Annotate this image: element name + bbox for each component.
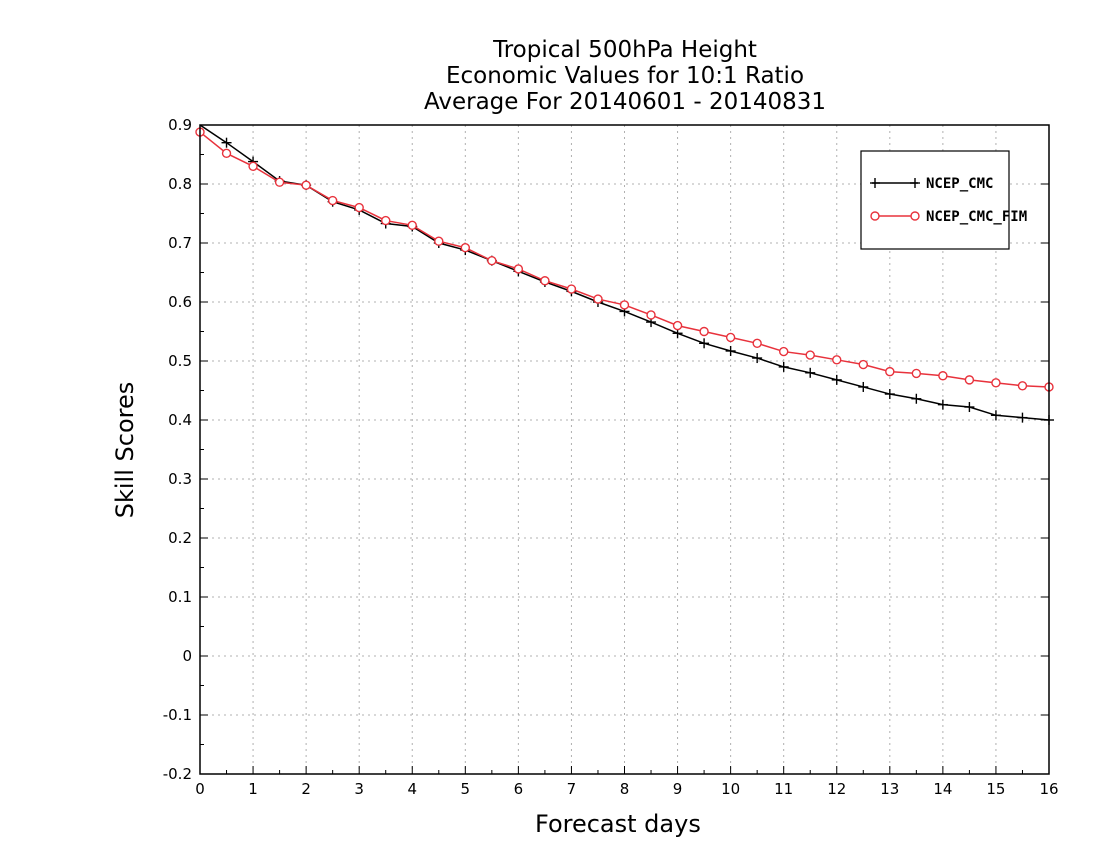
y-tick-label: -0.2 — [163, 765, 192, 783]
x-tick-label: 6 — [514, 780, 524, 798]
y-tick-label: 0.2 — [168, 529, 192, 547]
x-tick-label: 5 — [461, 780, 471, 798]
data-point — [725, 332, 736, 343]
y-tick-label: 0.8 — [168, 175, 192, 193]
data-point — [964, 402, 975, 413]
data-point — [858, 381, 869, 392]
grid-lines — [200, 125, 1049, 774]
data-point — [248, 161, 258, 172]
legend-label: NCEP_CMC_FIM — [926, 209, 1027, 225]
x-tick-label: 15 — [986, 780, 1005, 798]
data-point — [937, 399, 948, 410]
data-point — [274, 177, 285, 187]
data-point — [752, 338, 762, 348]
data-point — [911, 368, 922, 379]
data-point — [885, 366, 895, 377]
x-tick-label: 11 — [774, 780, 793, 798]
legend: NCEP_CMC NCEP_CMC_FIM — [860, 150, 1027, 250]
y-tick-label: 0.3 — [168, 470, 192, 488]
data-point — [832, 355, 842, 365]
data-point — [619, 300, 630, 310]
data-point — [487, 256, 497, 266]
data-point — [646, 310, 656, 320]
data-point — [805, 350, 815, 360]
y-tick-label: 0.7 — [168, 234, 192, 252]
chart-title-line-3: Average For 20140601 - 20140831 — [423, 89, 827, 115]
legend-label: NCEP_CMC — [926, 176, 993, 192]
data-point — [858, 359, 868, 370]
x-tick-label: 13 — [880, 780, 899, 798]
data-point — [752, 353, 763, 364]
data-point — [725, 345, 736, 356]
data-point — [301, 180, 311, 190]
y-tick-label: 0.6 — [168, 293, 192, 311]
data-point — [327, 195, 338, 206]
data-point — [778, 361, 789, 372]
data-point — [964, 375, 975, 385]
data-point — [381, 215, 391, 226]
data-point — [990, 410, 1001, 421]
y-tick-label: 0.9 — [168, 116, 192, 134]
x-axis-title: Forecast days — [535, 810, 701, 838]
y-tick-label: 0.5 — [168, 352, 192, 370]
x-tick-label: 14 — [933, 780, 952, 798]
series-ncep-cmc-fim — [195, 127, 1054, 392]
data-point — [805, 367, 816, 378]
data-point — [1017, 381, 1028, 391]
x-tick-label: 3 — [354, 780, 364, 798]
chart-title-line-2: Economic Values for 10:1 Ratio — [445, 63, 805, 89]
legend-box — [860, 150, 1010, 250]
data-point — [221, 137, 232, 148]
x-tick-label: 2 — [301, 780, 311, 798]
data-point — [991, 378, 1001, 388]
y-axis-title: Skill Scores — [111, 381, 139, 519]
data-point — [778, 346, 789, 357]
data-point — [1017, 412, 1028, 423]
x-tick-label: 10 — [721, 780, 740, 798]
data-point — [221, 148, 232, 159]
data-point — [566, 284, 577, 294]
x-tick-label: 16 — [1039, 780, 1058, 798]
data-point — [593, 294, 603, 304]
data-point — [354, 202, 364, 213]
data-point — [884, 389, 895, 400]
y-tick-label: -0.1 — [163, 706, 192, 724]
data-point — [699, 326, 709, 337]
x-tick-label: 0 — [195, 780, 205, 798]
x-tick-label: 8 — [620, 780, 630, 798]
x-tick-label: 1 — [248, 780, 258, 798]
data-point — [540, 276, 550, 286]
x-tick-label: 9 — [673, 780, 683, 798]
chart-title-line-1: Tropical 500hPa Height — [493, 37, 757, 63]
plot-frame — [199, 124, 1050, 775]
data-point — [460, 243, 471, 253]
x-tick-label: 12 — [827, 780, 846, 798]
y-tick-label: 0.1 — [168, 588, 192, 606]
data-point — [938, 371, 948, 381]
data-point — [911, 393, 922, 404]
legend-item: NCEP_CMC_FIM — [870, 209, 1027, 225]
y-tick-label: 0.4 — [168, 411, 192, 429]
axis-ticks: 0 1 2 3 4 5 6 7 8 9 10 11 12 13 14 15 160.90.80.70.60.50… — [163, 116, 1059, 798]
data-point — [434, 236, 444, 246]
x-tick-label: 7 — [567, 780, 577, 798]
x-tick-label: 4 — [407, 780, 417, 798]
y-tick-label: 0 — [182, 647, 192, 665]
data-point — [672, 320, 683, 331]
legend-item: NCEP_CMC — [870, 176, 993, 192]
data-point — [407, 220, 417, 231]
data-point — [831, 374, 842, 385]
data-point — [699, 338, 710, 349]
series-lines — [195, 124, 1054, 425]
data-point — [513, 264, 524, 274]
